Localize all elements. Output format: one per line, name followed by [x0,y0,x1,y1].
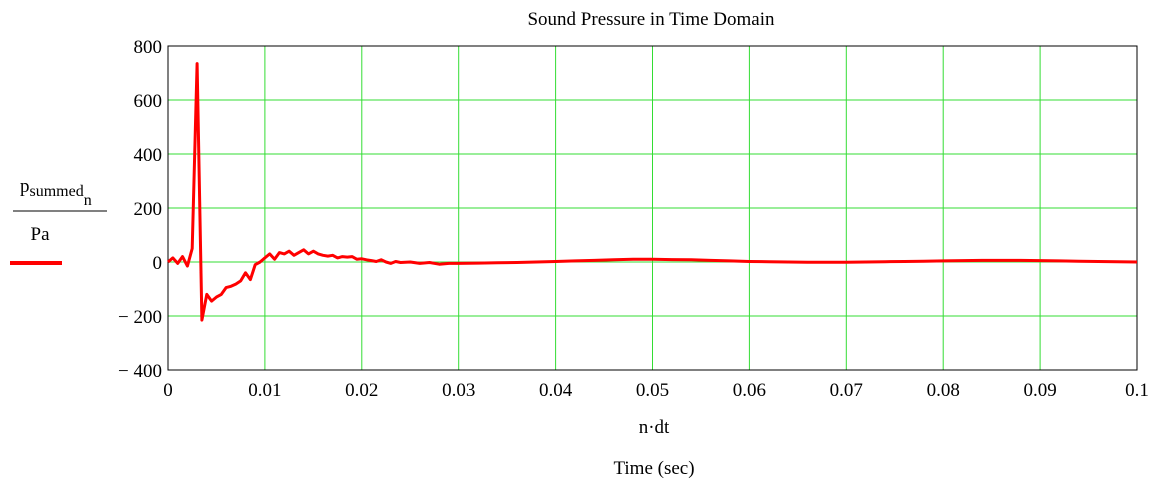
grid [168,46,1137,370]
x-tick-label: 0 [163,380,173,401]
x-axis-label: n·dt [639,417,670,438]
y-label-main: p [20,176,30,197]
x-tick-label: 0.05 [636,380,669,401]
series [167,62,1138,322]
y-label-denominator: Pa [31,224,51,245]
y-tick-label: 400 [134,145,163,166]
y-label-subscript: summed [30,183,84,200]
y-label-subsubscript: n [84,192,92,209]
y-tick-label: 0 [153,253,163,274]
x-axis-caption: Time (sec) [613,458,694,479]
plot-frame [167,45,1138,371]
x-tick-label: 0.01 [248,380,281,401]
y-tick-label: 800 [134,37,163,58]
y-tick-label: 200 [134,199,163,220]
x-tick-label: 0.04 [539,380,573,401]
x-tick-label: 0.06 [733,380,766,401]
y-tick-label: − 400 [118,361,162,382]
y-tick-label: 600 [134,91,163,112]
y-axis-label: psummedn Pa [13,176,107,245]
x-tick-label: 0.08 [927,380,960,401]
x-tick-label: 0.03 [442,380,475,401]
chart-title: Sound Pressure in Time Domain [527,9,775,30]
x-tick-label: 0.07 [830,380,863,401]
x-tick-label: 0.09 [1023,380,1056,401]
x-tick-label: 0.02 [345,380,378,401]
svg-text:psummedn: psummedn [20,176,92,209]
tick-labels: 0 0.01 0.02 0.03 0.04 0.05 0.06 0.07 0.08 0.09 0.1… [118,37,1149,401]
series-line [167,62,1138,322]
plot-area [167,45,1138,371]
x-tick-label: 0.1 [1125,380,1149,401]
y-tick-label: − 200 [118,307,162,328]
